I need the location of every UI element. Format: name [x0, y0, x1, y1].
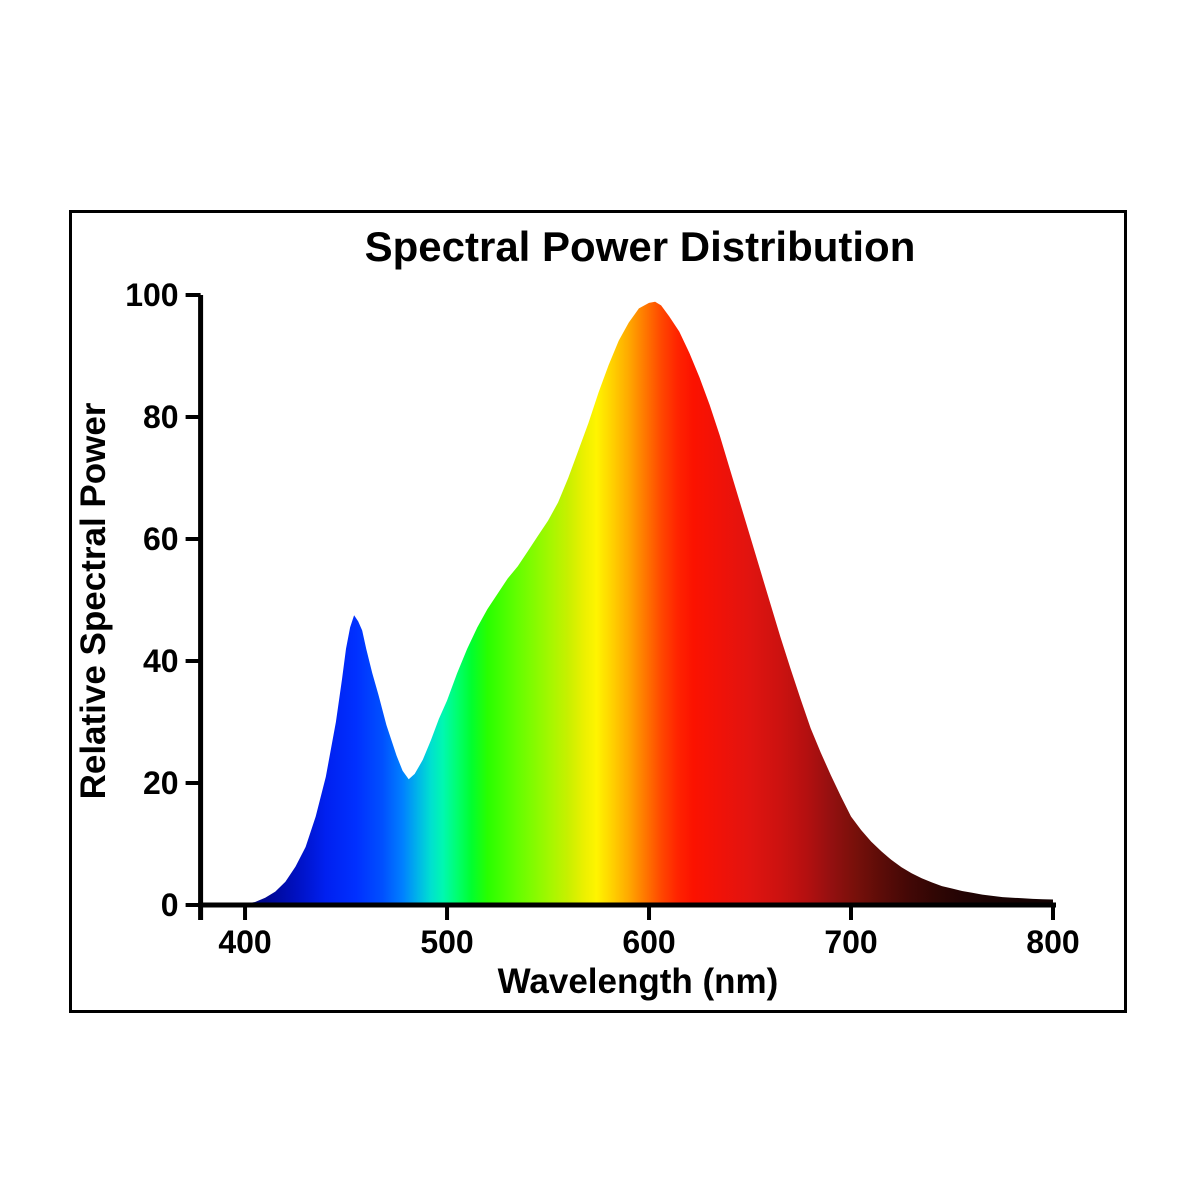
- x-tick-label: 600: [622, 924, 675, 960]
- x-axis-label: Wavelength (nm): [498, 962, 779, 1001]
- figure-border-box: Spectral Power Distribution Wavelength (…: [69, 210, 1127, 1013]
- x-tick-label: 500: [420, 924, 473, 960]
- y-tick-label: 0: [161, 887, 179, 923]
- x-tick-label: 700: [824, 924, 877, 960]
- y-tick-label: 20: [143, 765, 179, 801]
- x-tick-label: 400: [218, 924, 271, 960]
- spd-area: [228, 301, 1053, 905]
- x-tick-label: 800: [1026, 924, 1079, 960]
- y-tick-label: 80: [143, 399, 179, 435]
- y-tick-label: 100: [125, 277, 178, 313]
- tick-labels-group: 400 500 600 700 800 0 20 40 60 80 100: [125, 277, 1079, 960]
- axes-group: [185, 293, 1056, 920]
- spd-chart-canvas: Spectral Power Distribution Wavelength (…: [74, 223, 1080, 1001]
- y-tick-label: 60: [143, 521, 179, 557]
- y-axis-label: Relative Spectral Power: [74, 402, 113, 799]
- y-tick-label: 40: [143, 643, 179, 679]
- chart-title: Spectral Power Distribution: [365, 223, 916, 270]
